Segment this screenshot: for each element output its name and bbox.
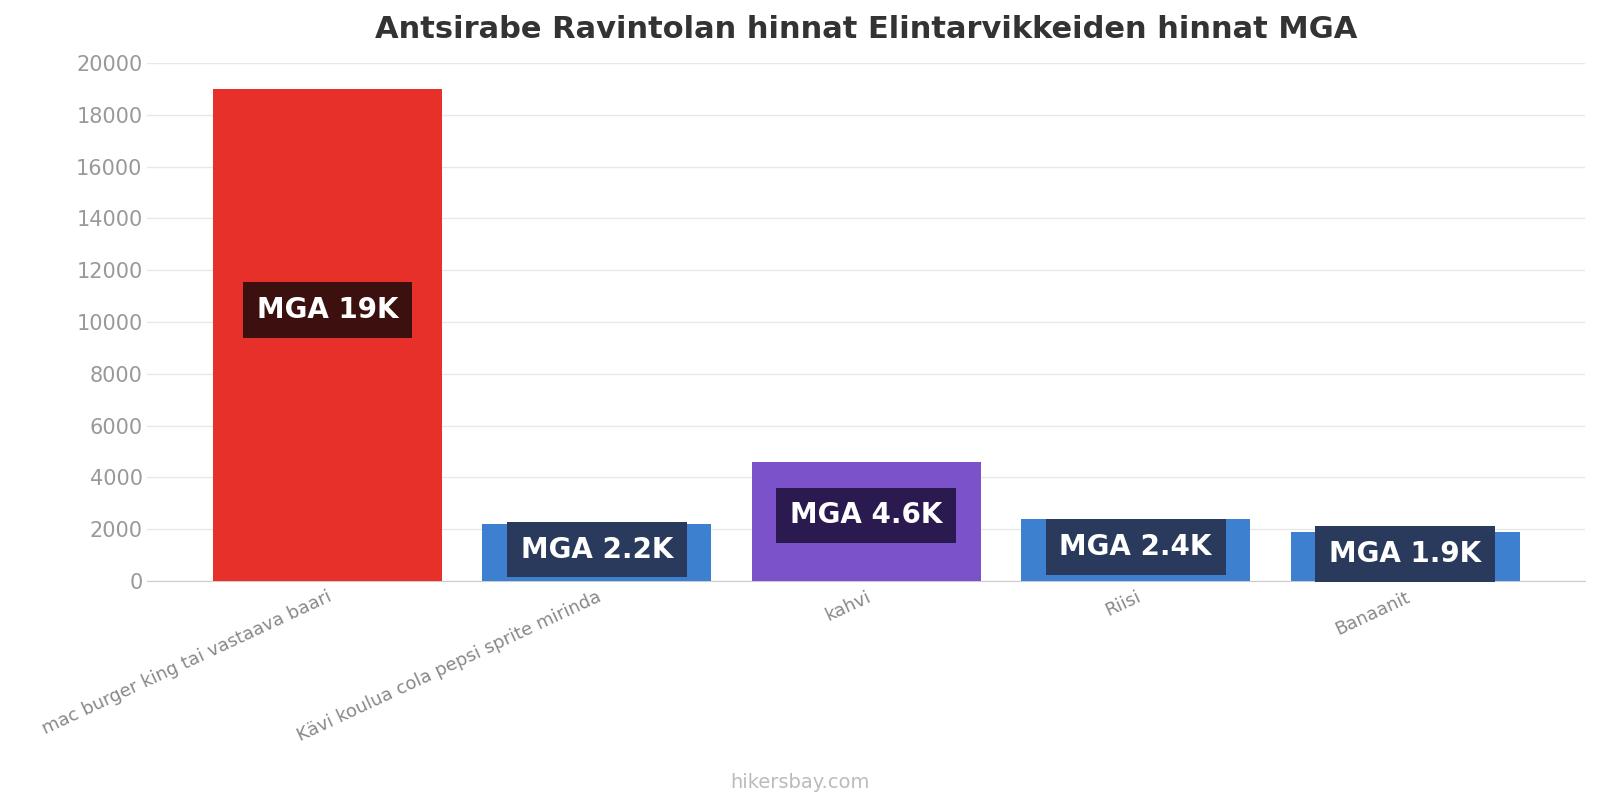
Text: MGA 19K: MGA 19K [256,296,398,324]
Bar [213,89,442,581]
Bar [752,462,981,581]
Bar [1021,518,1250,581]
Bar [1291,532,1520,581]
Text: MGA 1.9K: MGA 1.9K [1330,540,1482,568]
Text: MGA 2.4K: MGA 2.4K [1059,533,1211,561]
Text: MGA 4.6K: MGA 4.6K [790,502,942,530]
Bar [482,524,712,581]
Text: MGA 2.2K: MGA 2.2K [520,535,674,563]
Text: hikersbay.com: hikersbay.com [730,773,870,792]
Title: Antsirabe Ravintolan hinnat Elintarvikkeiden hinnat MGA: Antsirabe Ravintolan hinnat Elintarvikke… [374,15,1357,44]
